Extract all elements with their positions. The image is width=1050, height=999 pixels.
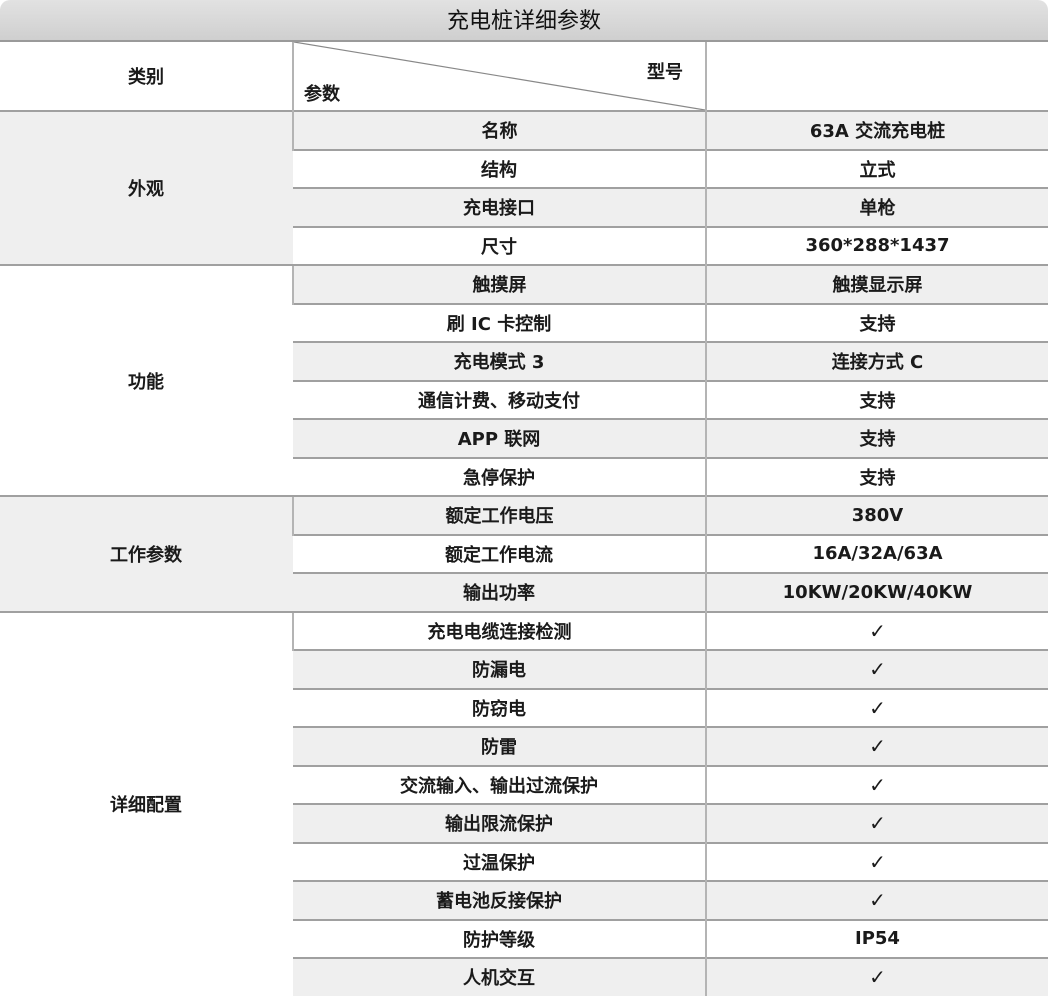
param-name-cell: 通信计费、移动支付: [293, 379, 706, 419]
param-name-cell: 额定工作电压: [292, 495, 706, 535]
param-value-cell: ✓: [705, 649, 1048, 689]
param-value-cell: 63A 交流充电桩: [705, 110, 1048, 150]
param-value-cell: ✓: [705, 687, 1048, 727]
table-row: 防漏电 ✓: [0, 649, 1048, 689]
param-name-cell: 尺寸: [293, 225, 706, 265]
param-name-cell: 交流输入、输出过流保护: [293, 764, 706, 804]
table-row: 尺寸 360*288*1437: [0, 225, 1048, 265]
param-name-cell: 名称: [292, 110, 706, 150]
table-row: 详细配置 充电电缆连接检测 ✓: [0, 610, 1048, 996]
table-row: 输出功率 10KW/20KW/40KW: [0, 572, 1048, 612]
header-param: 参数: [304, 84, 340, 105]
param-name-cell: 充电电缆连接检测: [292, 610, 706, 650]
param-name-cell: 过温保护: [293, 841, 706, 881]
header-diagonal-cell: 型号 参数: [292, 42, 706, 111]
param-value-cell: 16A/32A/63A: [705, 533, 1048, 573]
param-value-cell: 10KW/20KW/40KW: [705, 572, 1048, 612]
param-name-cell: 急停保护: [293, 456, 706, 496]
param-value-cell: 支持: [705, 379, 1048, 419]
table-row: 输出限流保护 ✓: [0, 803, 1048, 843]
param-name-cell: 额定工作电流: [293, 533, 706, 573]
param-value-cell: ✓: [705, 764, 1048, 804]
param-name-cell: 防雷: [293, 726, 706, 766]
param-value-cell: ✓: [705, 841, 1048, 881]
table-row: 充电模式 3 连接方式 C: [0, 341, 1048, 381]
table-row: 通信计费、移动支付 支持: [0, 379, 1048, 419]
table-row: APP 联网 支持: [0, 418, 1048, 458]
param-value-cell: 380V: [705, 495, 1048, 535]
table-row: 防雷 ✓: [0, 726, 1048, 766]
diagonal-line: [294, 42, 705, 110]
param-name-cell: 刷 IC 卡控制: [293, 302, 706, 342]
param-name-cell: 防护等级: [293, 918, 706, 958]
param-name-cell: 输出功率: [293, 572, 706, 612]
param-value-cell: ✓: [705, 803, 1048, 843]
category-cell: 外观: [0, 110, 293, 265]
category-cell: 工作参数: [0, 495, 293, 612]
category-cell: 详细配置: [0, 610, 293, 996]
param-value-cell: 支持: [705, 456, 1048, 496]
table-row: 人机交互 ✓: [0, 957, 1048, 996]
table-row: 额定工作电流 16A/32A/63A: [0, 533, 1048, 573]
param-value-cell: ✓: [705, 726, 1048, 766]
param-name-cell: 防漏电: [293, 649, 706, 689]
header-model-value: [705, 42, 1048, 111]
param-name-cell: APP 联网: [293, 418, 706, 458]
table-row: 防窃电 ✓: [0, 687, 1048, 727]
param-value-cell: ✓: [705, 880, 1048, 920]
param-value-cell: 立式: [705, 148, 1048, 188]
table-row: 工作参数 额定工作电压 380V: [0, 495, 1048, 612]
table-row: 过温保护 ✓: [0, 841, 1048, 881]
param-value-cell: 360*288*1437: [705, 225, 1048, 265]
param-value-cell: IP54: [705, 918, 1048, 958]
param-value-cell: 连接方式 C: [705, 341, 1048, 381]
table-row: 充电接口 单枪: [0, 187, 1048, 227]
table-row: 急停保护 支持: [0, 456, 1048, 496]
param-value-cell: 支持: [705, 418, 1048, 458]
param-name-cell: 输出限流保护: [293, 803, 706, 843]
param-name-cell: 防窃电: [293, 687, 706, 727]
param-value-cell: 单枪: [705, 187, 1048, 227]
table-title: 充电桩详细参数: [0, 0, 1048, 42]
param-name-cell: 触摸屏: [292, 264, 706, 304]
param-name-cell: 充电模式 3: [293, 341, 706, 381]
param-name-cell: 结构: [293, 148, 706, 188]
table-row: 结构 立式: [0, 148, 1048, 188]
header-row: 类别 型号 参数: [0, 42, 1048, 111]
table-row: 刷 IC 卡控制 支持: [0, 302, 1048, 342]
table-row: 交流输入、输出过流保护 ✓: [0, 764, 1048, 804]
category-cell: 功能: [0, 264, 293, 496]
param-value-cell: 触摸显示屏: [705, 264, 1048, 304]
param-value-cell: ✓: [705, 957, 1048, 996]
param-name-cell: 充电接口: [293, 187, 706, 227]
param-value-cell: ✓: [705, 610, 1048, 650]
spec-table: 类别 型号 参数 外观 名称 63A 交流充电桩 结构 立式 充电接口 单枪 尺寸 360*28…: [0, 42, 1048, 996]
param-name-cell: 蓄电池反接保护: [293, 880, 706, 920]
table-row: 外观 名称 63A 交流充电桩: [0, 110, 1048, 265]
table-row: 防护等级 IP54: [0, 918, 1048, 958]
table-row: 蓄电池反接保护 ✓: [0, 880, 1048, 920]
header-model: 型号: [647, 62, 683, 83]
param-value-cell: 支持: [705, 302, 1048, 342]
header-category: 类别: [128, 67, 164, 88]
table-row: 功能 触摸屏 触摸显示屏: [0, 264, 1048, 496]
param-name-cell: 人机交互: [293, 957, 706, 996]
